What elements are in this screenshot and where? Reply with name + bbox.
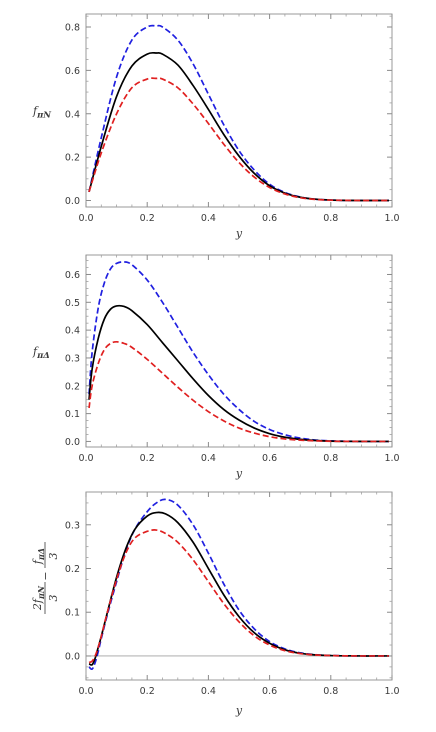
y-label-numerator-2: fπΔ (31, 548, 46, 565)
x-tick-label: 0.8 (323, 213, 338, 224)
x-tick-label: 0.0 (78, 686, 93, 697)
y-label-subscript-2: πΔ (36, 548, 46, 561)
x-tick-label: 0.8 (323, 453, 338, 464)
y-tick-label: 0.2 (65, 381, 80, 392)
x-tick-label: 1.0 (384, 453, 399, 464)
series-line-2 (88, 51, 389, 202)
y-label-subscript: πN (36, 111, 52, 121)
x-tick-label: 0.2 (140, 453, 155, 464)
y-axis-label: fπΔ (32, 345, 50, 361)
plot-frame (85, 491, 393, 681)
chart-panel-2: 0.0 0.2 0.4 0.6 0.8 1.0 0.0 0.1 0.2 0.3 0.4 0.5 0.6 y… (32, 254, 400, 480)
x-axis-label: y (235, 704, 243, 717)
y-label-subscript-1: πN (36, 585, 46, 600)
series-line-2 (88, 304, 389, 443)
series-line-1 (88, 261, 389, 443)
y-tick-label: 0.0 (65, 196, 80, 207)
y-tick-label: 0.2 (65, 153, 80, 164)
y-tick-label: 0.1 (65, 608, 80, 619)
y-tick-label: 0.8 (65, 23, 80, 34)
x-tick-label: 0.4 (201, 453, 216, 464)
x-tick-label: 1.0 (384, 686, 399, 697)
y-axis-label: fπN (32, 105, 52, 121)
x-tick-label: 0.6 (262, 213, 277, 224)
x-tick-label: 0.0 (78, 453, 93, 464)
y-tick-label: 0.3 (65, 353, 80, 364)
series-line-3 (88, 77, 389, 202)
y-tick-label: 0.0 (65, 651, 80, 662)
y-axis-label: 2fπN 3−fπΔ 3 (31, 542, 60, 614)
x-tick-label: 0.2 (140, 213, 155, 224)
y-tick-label: 0.1 (65, 409, 80, 420)
series-line-3 (88, 529, 389, 664)
y-tick-label: 0.2 (65, 564, 80, 575)
y-label-numerator-1: 2fπN (31, 585, 46, 611)
y-label-denominator-2: 3 (47, 553, 60, 560)
x-tick-label: 0.8 (323, 686, 338, 697)
y-label-minus: − (39, 571, 52, 580)
series-line-1 (88, 24, 389, 202)
y-tick-label: 0.6 (65, 270, 80, 281)
y-label-subscript: πΔ (36, 351, 50, 361)
y-tick-label: 0.3 (65, 520, 80, 531)
x-axis-label: y (235, 467, 243, 480)
x-tick-label: 0.2 (140, 686, 155, 697)
y-tick-label: 0.4 (65, 109, 80, 120)
x-tick-label: 0.4 (201, 213, 216, 224)
x-tick-label: 0.4 (201, 686, 216, 697)
y-tick-label: 0.4 (65, 326, 80, 337)
plot-frame (85, 13, 393, 208)
chart-panel-1: 0.0 0.2 0.4 0.6 0.8 1.0 0.0 0.2 0.4 0.6 0.8 y fπN (32, 13, 400, 240)
x-tick-label: 0.6 (262, 686, 277, 697)
series-line-2 (88, 511, 389, 666)
x-tick-label: 0.0 (78, 213, 93, 224)
y-tick-label: 0.0 (65, 437, 80, 448)
series-line-1 (88, 498, 389, 671)
y-tick-label: 0.6 (65, 66, 80, 77)
x-tick-label: 1.0 (384, 213, 399, 224)
y-tick-label: 0.5 (65, 298, 80, 309)
x-tick-label: 0.6 (262, 453, 277, 464)
plot-frame (85, 254, 393, 448)
x-axis-label: y (235, 227, 243, 240)
y-label-denominator-1: 3 (47, 595, 60, 602)
series-line-3 (88, 340, 389, 443)
